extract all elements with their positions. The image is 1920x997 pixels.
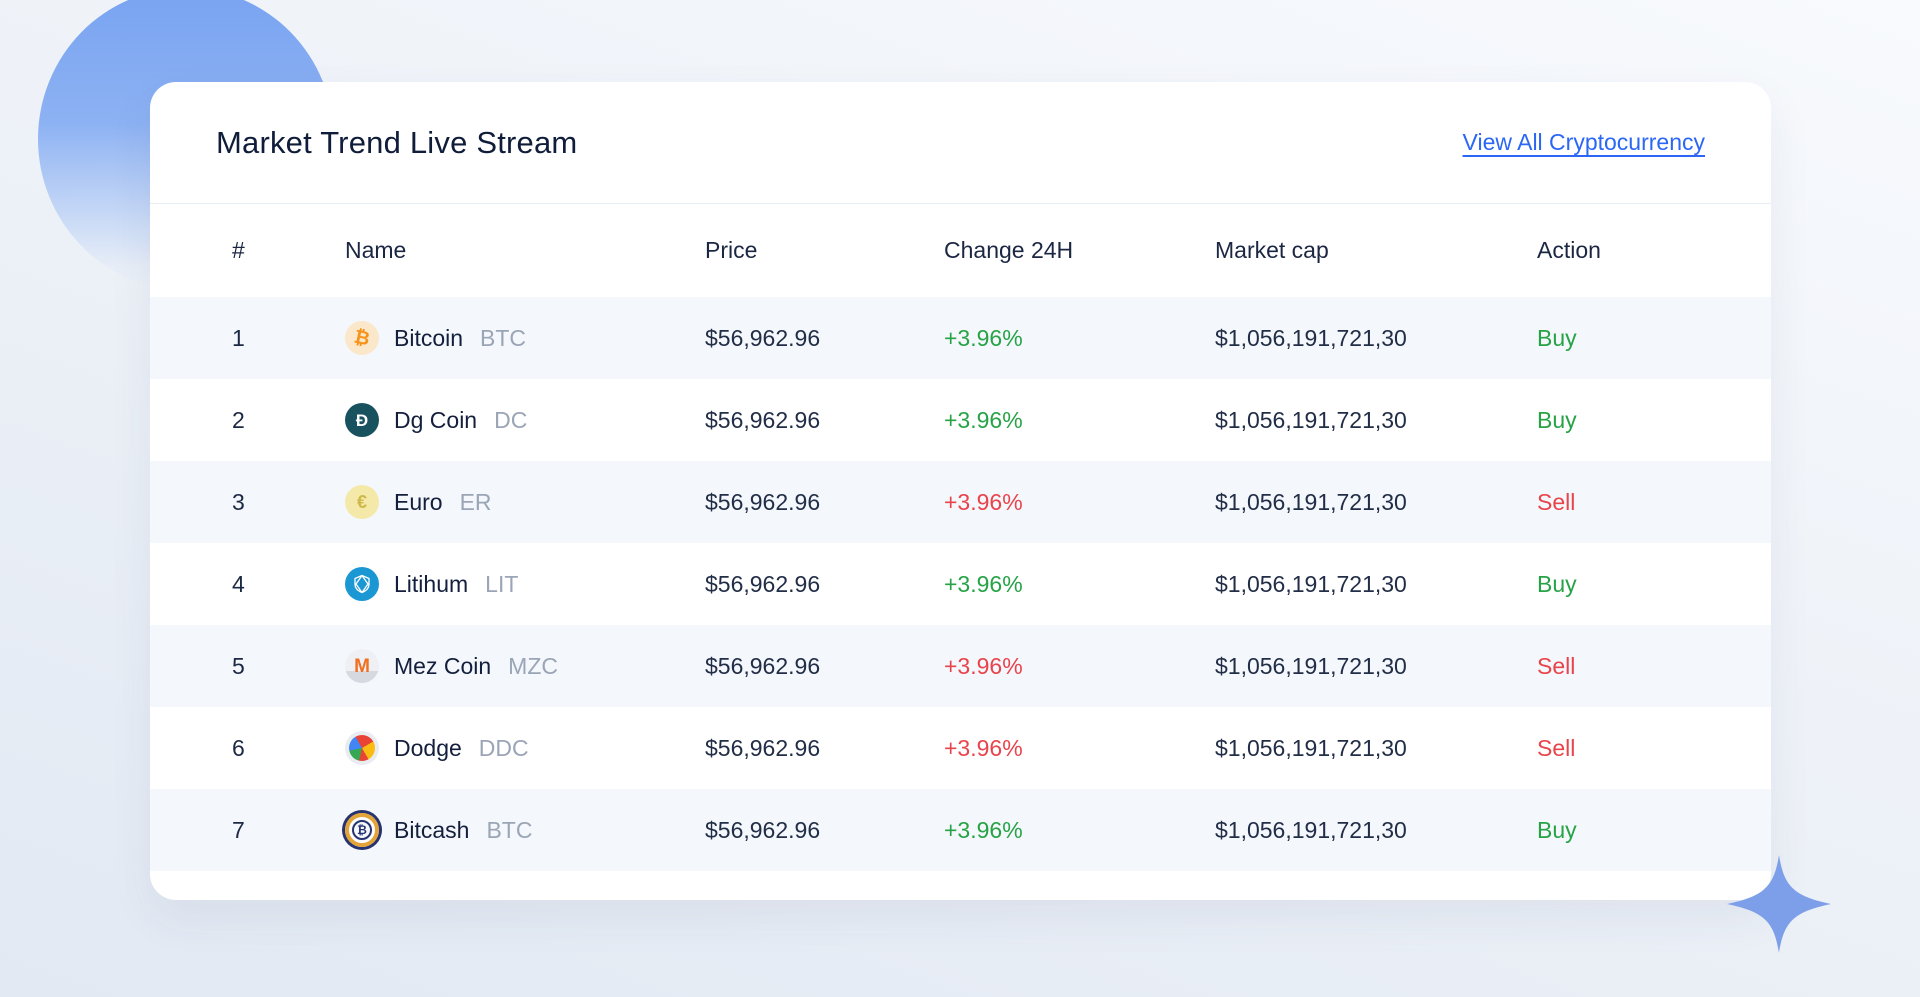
rank: 2 [232,406,245,433]
header-price: Price [705,237,758,263]
sell-action[interactable]: Sell [1537,652,1576,679]
coin-symbol: MZC [508,652,558,679]
table-row-dodge: 6 Dodge DDC $56,962.96 +3.96% $1,056,191… [150,707,1771,789]
market-cap: $1,056,191,721,30 [1215,652,1407,679]
sell-action[interactable]: Sell [1537,734,1576,761]
coin-cell: Dodge DDC [345,731,705,765]
coin-cell: ₿ Bitcash BTC [345,813,705,847]
bitcoin-icon: ₿ [341,317,383,359]
coin-symbol: LIT [485,570,519,597]
change-24h: +3.96% [944,652,1023,679]
price: $56,962.96 [705,324,821,351]
coin-name: Dg Coin [394,406,478,433]
buy-action[interactable]: Buy [1537,816,1577,843]
table-row-bitcoin: 1 ₿ Bitcoin BTC $56,962.96 +3.96% $1,056… [150,297,1771,379]
card-header: Market Trend Live Stream View All Crypto… [150,82,1771,204]
price: $56,962.96 [705,488,821,515]
rank: 5 [232,652,245,679]
table-header-row: # Name Price Change 24H Market cap Actio… [150,204,1771,297]
header-change24h: Change 24H [944,237,1074,263]
coin-symbol: DDC [478,734,529,761]
price: $56,962.96 [705,406,821,433]
coin-name: Litihum [394,570,469,597]
price: $56,962.96 [705,570,821,597]
rank: 7 [232,816,245,843]
page-title: Market Trend Live Stream [216,124,578,160]
header-name: Name [345,237,407,263]
coin-symbol: DC [494,406,528,433]
market-trend-card: Market Trend Live Stream View All Crypto… [150,82,1771,900]
rank: 4 [232,570,245,597]
market-cap: $1,056,191,721,30 [1215,570,1407,597]
change-24h: +3.96% [944,406,1023,433]
change-24h: +3.96% [944,324,1023,351]
table-row-dg-coin: 2 Ð Dg Coin DC $56,962.96 +3.96% $1,056,… [150,379,1771,461]
buy-action[interactable]: Buy [1537,570,1577,597]
table-row-mez-coin: 5 M Mez Coin MZC $56,962.96 +3.96% $1,05… [150,625,1771,707]
market-cap: $1,056,191,721,30 [1215,488,1407,515]
buy-action[interactable]: Buy [1537,406,1577,433]
price: $56,962.96 [705,652,821,679]
coin-cell: Ð Dg Coin DC [345,403,705,437]
market-cap: $1,056,191,721,30 [1215,816,1407,843]
view-all-cryptocurrency-link[interactable]: View All Cryptocurrency [1462,129,1705,155]
coin-cell: € Euro ER [345,485,705,519]
sell-action[interactable]: Sell [1537,488,1576,515]
header-action: Action [1537,237,1601,263]
coin-cell: M Mez Coin MZC [345,649,705,683]
rank: 3 [232,488,245,515]
coin-name: Euro [394,488,443,515]
table-row-litihum: 4 Litihum LIT $56,962.96 +3.96% $1,056,1… [150,543,1771,625]
change-24h: +3.96% [944,488,1023,515]
sparkle-icon [1727,855,1831,953]
rank: 6 [232,734,245,761]
mez-coin-icon: M [345,649,379,683]
bitcash-icon: ₿ [345,813,379,847]
euro-icon: € [345,485,379,519]
coin-symbol: ER [459,488,492,515]
market-cap: $1,056,191,721,30 [1215,324,1407,351]
change-24h: +3.96% [944,734,1023,761]
dodge-pinwheel-icon [345,731,379,765]
market-cap: $1,056,191,721,30 [1215,734,1407,761]
litihum-shield-icon [345,567,379,601]
dg-coin-icon: Ð [345,403,379,437]
rank: 1 [232,324,245,351]
coin-name: Mez Coin [394,652,492,679]
coin-symbol: BTC [480,324,527,351]
change-24h: +3.96% [944,570,1023,597]
coin-symbol: BTC [486,816,533,843]
price: $56,962.96 [705,734,821,761]
change-24h: +3.96% [944,816,1023,843]
market-cap: $1,056,191,721,30 [1215,406,1407,433]
header-marketcap: Market cap [1215,237,1329,263]
coin-cell: ₿ Bitcoin BTC [341,317,705,359]
buy-action[interactable]: Buy [1537,324,1577,351]
table-row-bitcash: 7 ₿ Bitcash BTC $56,962.96 +3.96% $1,056… [150,789,1771,871]
price: $56,962.96 [705,816,821,843]
table-row-euro: 3 € Euro ER $56,962.96 +3.96% $1,056,191… [150,461,1771,543]
coin-name: Dodge [394,734,462,761]
coin-name: Bitcash [394,816,470,843]
coin-name: Bitcoin [394,324,464,351]
sparkle-shape [1727,855,1831,953]
header-rank: # [232,237,245,263]
coin-cell: Litihum LIT [345,567,705,601]
table-body: 1 ₿ Bitcoin BTC $56,962.96 +3.96% $1,056… [150,297,1771,871]
